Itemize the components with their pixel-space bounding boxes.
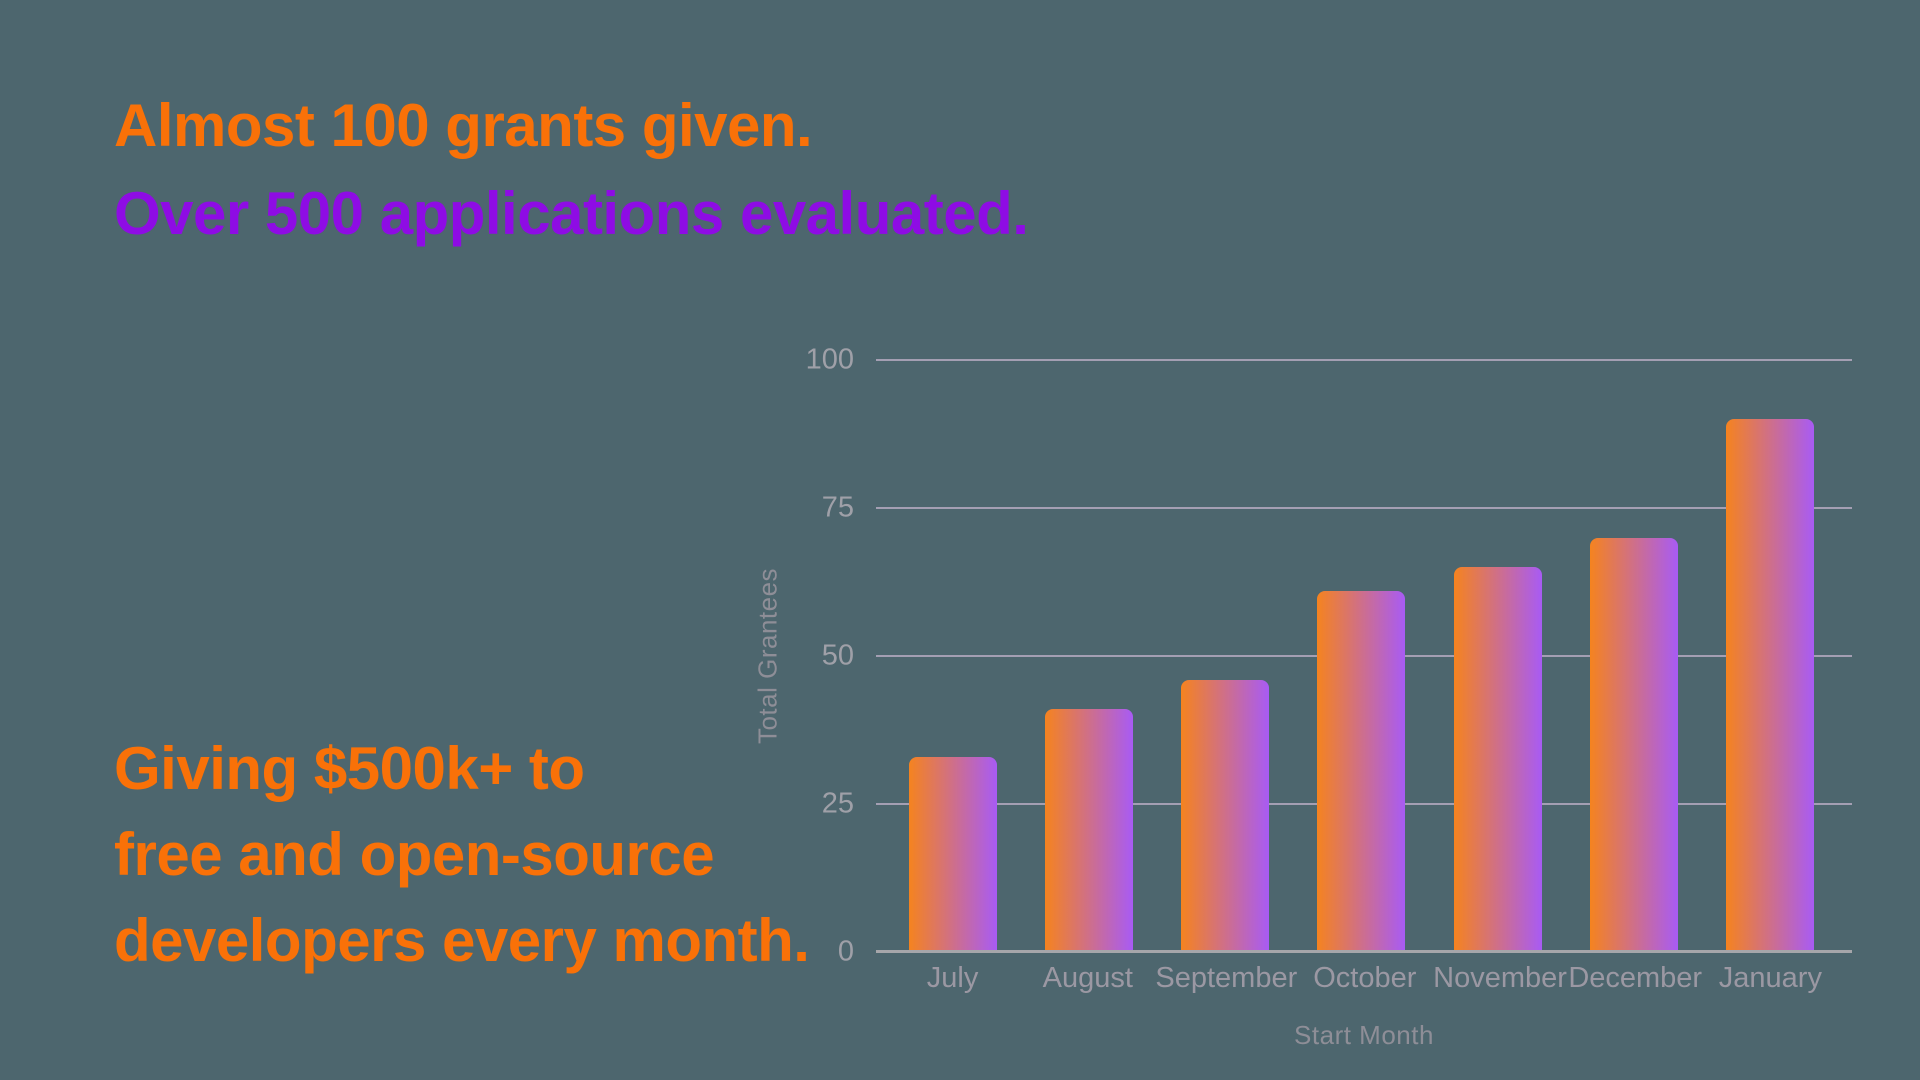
bars-row (885, 360, 1838, 952)
x-tick-label-august: August (1042, 962, 1133, 994)
headline-applications-line: Over 500 applications evaluated. (114, 180, 1029, 247)
headline-grants-line: Almost 100 grants given. (114, 92, 813, 159)
bar-january (1725, 419, 1814, 952)
bar-slot-september (1157, 360, 1293, 952)
gridline-75 (876, 507, 1852, 509)
x-tick-label-january: January (1718, 962, 1822, 994)
headline-developers-line: developers every month. (114, 907, 810, 974)
bar-november (1453, 567, 1542, 952)
y-tick-label-25: 25 (821, 787, 854, 820)
x-tick-label-july: July (926, 962, 979, 994)
x-tick-label-november: November (1433, 962, 1567, 994)
x-tick-label-december: December (1568, 962, 1703, 994)
bar-december (1589, 537, 1678, 952)
bar-september (1181, 679, 1270, 952)
headline-top: Almost 100 grants given. Over 500 applic… (114, 82, 1029, 258)
gridline-100 (876, 359, 1852, 361)
y-tick-label-75: 75 (821, 491, 854, 524)
x-axis-labels: July August September October November Decemb… (885, 962, 1838, 995)
bar-august (1045, 709, 1134, 952)
bar-slot-august (1021, 360, 1157, 952)
bar-october (1317, 590, 1406, 952)
x-axis-title: Start Month (1294, 1020, 1434, 1050)
bar-july (909, 756, 998, 952)
y-axis-title: Total Grantees (752, 567, 783, 745)
x-axis-line (876, 950, 1852, 953)
bar-slot-october (1293, 360, 1429, 952)
bar-slot-november (1430, 360, 1566, 952)
y-tick-label-0: 0 (837, 935, 854, 968)
headline-foss-line: free and open-source (114, 821, 715, 888)
bar-slot-january (1702, 360, 1838, 952)
x-tick-label-october: October (1313, 962, 1417, 994)
y-tick-label-100: 100 (805, 343, 854, 376)
headline-bottom: Giving $500k+ to free and open-source de… (114, 726, 810, 984)
y-tick-label-50: 50 (821, 639, 854, 672)
bar-slot-december (1566, 360, 1702, 952)
x-tick-label-september: September (1155, 962, 1298, 994)
headline-giving-line: Giving $500k+ to (114, 735, 585, 802)
bar-slot-july (885, 360, 1021, 952)
